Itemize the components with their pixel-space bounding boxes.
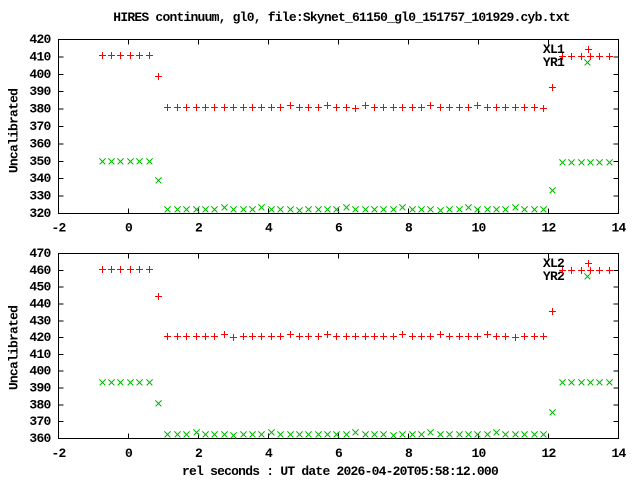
svg-text:440: 440 [29,297,51,312]
svg-text:410: 410 [29,49,51,64]
svg-text:4: 4 [265,446,273,461]
svg-text:380: 380 [29,397,51,412]
svg-text:0: 0 [125,446,133,461]
svg-text:-2: -2 [51,446,66,461]
svg-text:14: 14 [611,221,626,236]
svg-text:360: 360 [29,431,51,446]
svg-text:400: 400 [29,67,51,82]
svg-text:YR2: YR2 [543,269,565,284]
svg-text:350: 350 [29,154,51,169]
svg-text:Uncalibrated: Uncalibrated [7,89,22,173]
svg-text:430: 430 [29,313,51,328]
svg-text:10: 10 [471,221,486,236]
svg-text:450: 450 [29,280,51,295]
svg-text:390: 390 [29,381,51,396]
svg-text:10: 10 [471,446,486,461]
svg-text:410: 410 [29,347,51,362]
svg-text:8: 8 [405,221,413,236]
svg-text:390: 390 [29,84,51,99]
svg-text:14: 14 [611,446,626,461]
svg-text:420: 420 [29,330,51,345]
svg-text:6: 6 [335,446,343,461]
svg-text:Uncalibrated: Uncalibrated [7,306,22,390]
svg-text:2: 2 [195,221,203,236]
svg-text:6: 6 [335,221,343,236]
svg-text:320: 320 [29,206,51,221]
svg-text:370: 370 [29,119,51,134]
svg-text:8: 8 [405,446,413,461]
svg-text:400: 400 [29,364,51,379]
svg-text:12: 12 [541,221,556,236]
svg-text:12: 12 [541,446,556,461]
svg-text:4: 4 [265,221,273,236]
svg-text:330: 330 [29,189,51,204]
svg-text:2: 2 [195,446,203,461]
svg-text:YR1: YR1 [543,55,565,70]
svg-text:460: 460 [29,263,51,278]
svg-text:420: 420 [29,32,51,47]
svg-text:340: 340 [29,171,51,186]
svg-text:XL1: XL1 [543,42,565,57]
svg-text:370: 370 [29,414,51,429]
svg-text:380: 380 [29,102,51,117]
svg-text:-2: -2 [51,221,66,236]
svg-text:0: 0 [125,221,133,236]
svg-text:rel seconds : UT date 2026-04-: rel seconds : UT date 2026-04-20T05:58:1… [182,464,499,479]
svg-text:XL2: XL2 [543,256,565,271]
svg-text:470: 470 [29,246,51,261]
svg-text:360: 360 [29,136,51,151]
svg-text:HIRES continuum, gl0, file:Sky: HIRES continuum, gl0, file:Skynet_61150_… [113,10,569,25]
